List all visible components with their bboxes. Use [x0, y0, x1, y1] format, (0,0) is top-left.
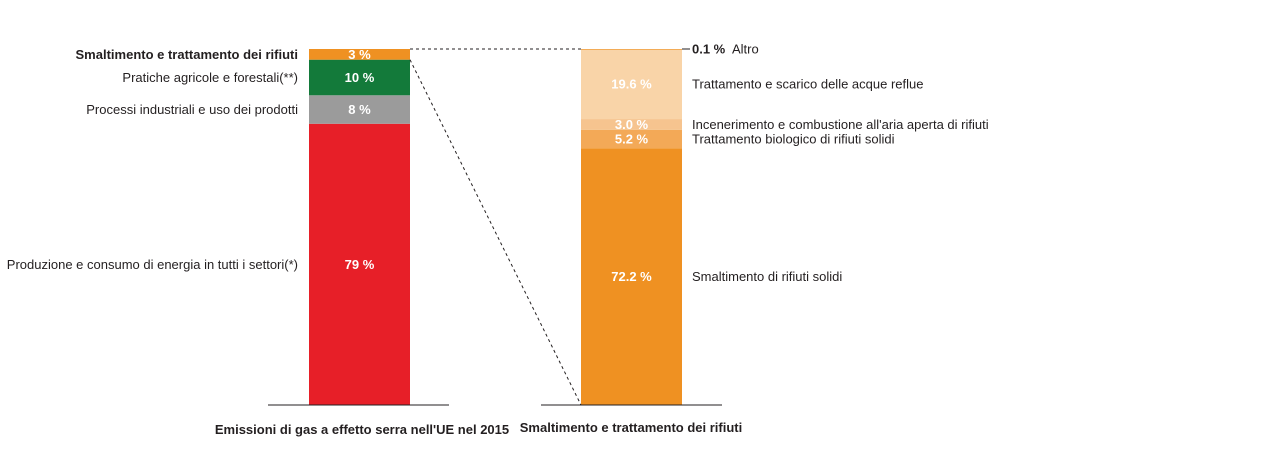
bar-segment-altro — [581, 49, 682, 50]
bar-segment-trattamento-e-scarico-delle-acque-reflue — [581, 49, 682, 120]
bar-segment-incenerimento-e-combustione-all-aria-aperta-di-rifiuti — [581, 119, 682, 130]
segment-labels: 79 % 8 % 10 % 3 % Smaltimento e trattamento … — [7, 42, 989, 284]
category-label-smaltimento-e-trattamento-dei-rifiuti: Smaltimento e trattamento dei rifiuti — [76, 47, 298, 62]
bar-segment-produzione-e-consumo-di-energia-in-tutti-i-settori — [309, 123, 410, 405]
bar-segment-trattamento-biologico-di-rifiuti-solidi — [581, 129, 682, 149]
x-axis-label-waste: Smaltimento e trattamento dei rifiuti — [520, 420, 742, 435]
value-label-smaltimento-di-rifiuti-solidi: 72.2 % — [611, 269, 652, 284]
zoom-connector-lines — [409, 48, 690, 406]
x-axis-label-emissions: Emissioni di gas a effetto serra nell'UE… — [215, 422, 509, 437]
bar-segment-processi-industriali-e-uso-dei-prodotti — [309, 95, 410, 124]
value-label-produzione-e-consumo-di-energia-in-tutti-i-settori: 79 % — [345, 257, 375, 272]
category-label-incenerimento-e-combustione-all-aria-aperta-di-rifiuti: Incenerimento e combustione all'aria ape… — [692, 117, 989, 132]
category-label-processi-industriali-e-uso-dei-prodotti: Processi industriali e uso dei prodotti — [86, 102, 298, 117]
bar-segment-smaltimento-di-rifiuti-solidi — [581, 148, 682, 405]
value-label-smaltimento-e-trattamento-dei-rifiuti: 3 % — [348, 47, 371, 62]
category-label-trattamento-biologico-di-rifiuti-solidi: Trattamento biologico di rifiuti solidi — [692, 131, 895, 146]
bar-segment-pratiche-agricole-e-forestali — [309, 59, 410, 96]
category-label-smaltimento-di-rifiuti-solidi: Smaltimento di rifiuti solidi — [692, 269, 842, 284]
value-label-processi-industriali-e-uso-dei-prodotti: 8 % — [348, 102, 371, 117]
category-label-produzione-e-consumo-di-energia-in-tutti-i-settori: Produzione e consumo di energia in tutti… — [7, 257, 298, 272]
value-label-trattamento-e-scarico-delle-acque-reflue: 19.6 % — [611, 77, 652, 92]
value-label-incenerimento-e-combustione-all-aria-aperta-di-rifiuti: 3.0 % — [615, 117, 649, 132]
connector-bottom — [409, 59, 582, 406]
value-label-trattamento-biologico-di-rifiuti-solidi: 5.2 % — [615, 131, 649, 146]
category-label-pratiche-agricole-e-forestali: Pratiche agricole e forestali(**) — [122, 70, 298, 85]
waste-breakdown-bar — [581, 49, 682, 405]
value-label-altro: 0.1 % — [692, 42, 726, 57]
value-label-pratiche-agricole-e-forestali: 10 % — [345, 70, 375, 85]
bar-segment-smaltimento-e-trattamento-dei-rifiuti — [309, 49, 410, 60]
category-label-trattamento-e-scarico-delle-acque-reflue: Trattamento e scarico delle acque reflue — [692, 77, 923, 92]
emissions-bar — [309, 49, 410, 405]
category-label-altro: Altro — [732, 42, 759, 57]
